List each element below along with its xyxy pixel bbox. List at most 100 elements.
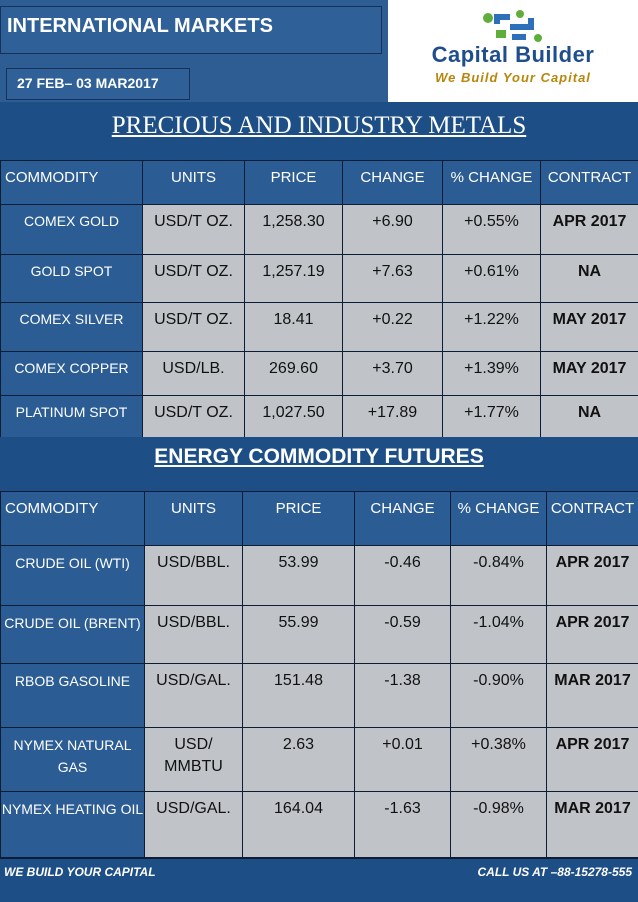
table-row: NYMEX HEATING OIL USD/GAL. 164.04 -1.63 … [0,791,638,858]
change-cell: -0.46 [354,545,451,606]
change-cell: -1.63 [354,791,451,858]
header: INTERNATIONAL MARKETS 27 FEB– 03 MAR2017… [0,0,638,102]
footer-contact: CALL US AT –88-15278-555 [477,865,632,879]
commodity-cell: PLATINUM SPOT [0,395,143,438]
metals-table: COMMODITY UNITS PRICE CHANGE % CHANGE CO… [0,160,638,438]
column-header: % CHANGE [442,160,541,205]
commodity-cell: COMEX COPPER [0,351,143,396]
energy-header-row: COMMODITY UNITS PRICE CHANGE % CHANGE CO… [0,491,638,546]
change-cell: +7.63 [342,254,443,303]
pct-change-cell: +1.77% [442,395,541,438]
energy-section-header: ENERGY COMMODITY FUTURES [0,437,638,491]
contract-cell: APR 2017 [546,605,638,664]
table-row: NYMEX NATURAL GAS USD/ MMBTU 2.63 +0.01 … [0,727,638,792]
price-cell: 1,257.19 [244,254,343,303]
pct-change-cell: +1.39% [442,351,541,396]
pct-change-cell: -1.04% [450,605,547,664]
units-cell: USD/T OZ. [142,395,245,438]
page-title: INTERNATIONAL MARKETS [0,6,382,54]
change-cell: +3.70 [342,351,443,396]
units-cell: USD/BBL. [144,545,243,606]
table-row: COMEX GOLD USD/T OZ. 1,258.30 +6.90 +0.5… [0,204,638,255]
table-row: COMEX SILVER USD/T OZ. 18.41 +0.22 +1.22… [0,302,638,352]
commodity-cell: GOLD SPOT [0,254,143,303]
energy-heading: ENERGY COMMODITY FUTURES [154,445,484,468]
commodity-cell: CRUDE OIL (BRENT) [0,605,145,664]
energy-table: COMMODITY UNITS PRICE CHANGE % CHANGE CO… [0,491,638,858]
contract-cell: APR 2017 [546,727,638,792]
metals-heading: PRECIOUS AND INDUSTRY METALS [111,112,527,139]
logo-tagline: We Build Your Capital [435,70,591,85]
commodity-cell: RBOB GASOLINE [0,663,145,728]
units-cell: USD/GAL. [144,663,243,728]
change-cell: +17.89 [342,395,443,438]
company-logo: Capital Builder We Build Your Capital [388,0,638,102]
units-cell: USD/T OZ. [142,204,245,255]
pct-change-cell: +0.55% [442,204,541,255]
price-cell: 18.41 [244,302,343,352]
table-row: GOLD SPOT USD/T OZ. 1,257.19 +7.63 +0.61… [0,254,638,303]
price-cell: 1,258.30 [244,204,343,255]
price-cell: 2.63 [242,727,355,792]
contract-cell: NA [540,395,638,438]
units-cell: USD/LB. [142,351,245,396]
units-cell: USD/GAL. [144,791,243,858]
change-cell: -0.59 [354,605,451,664]
pct-change-cell: -0.90% [450,663,547,728]
pct-change-cell: +1.22% [442,302,541,352]
contract-cell: APR 2017 [540,204,638,255]
table-row: COMEX COPPER USD/LB. 269.60 +3.70 +1.39%… [0,351,638,396]
metals-section-header: PRECIOUS AND INDUSTRY METALS [0,102,638,160]
column-header: UNITS [142,160,245,205]
price-cell: 55.99 [242,605,355,664]
contract-cell: MAR 2017 [546,663,638,728]
table-row: RBOB GASOLINE USD/GAL. 151.48 -1.38 -0.9… [0,663,638,728]
column-header: % CHANGE [450,491,547,546]
commodity-cell: NYMEX HEATING OIL [0,791,145,858]
units-cell: USD/T OZ. [142,254,245,303]
pct-change-cell: +0.61% [442,254,541,303]
footer: WE BUILD YOUR CAPITAL CALL US AT –88-152… [0,858,638,902]
column-header: COMMODITY [0,160,143,205]
column-header: PRICE [244,160,343,205]
commodity-cell: CRUDE OIL (WTI) [0,545,145,606]
logo-mark-icon [483,10,542,42]
commodity-cell: COMEX GOLD [0,204,143,255]
column-header: COMMODITY [0,491,145,546]
commodity-cell: NYMEX NATURAL GAS [0,727,145,792]
commodity-cell: COMEX SILVER [0,302,143,352]
contract-cell: MAY 2017 [540,351,638,396]
column-header: CHANGE [342,160,443,205]
pct-change-cell: +0.38% [450,727,547,792]
change-cell: +0.22 [342,302,443,352]
change-cell: +6.90 [342,204,443,255]
pct-change-cell: -0.98% [450,791,547,858]
table-row: CRUDE OIL (WTI) USD/BBL. 53.99 -0.46 -0.… [0,545,638,606]
price-cell: 151.48 [242,663,355,728]
date-range: 27 FEB– 03 MAR2017 [6,68,190,100]
column-header: UNITS [144,491,243,546]
price-cell: 269.60 [244,351,343,396]
column-header: CONTRACT [540,160,638,205]
column-header: PRICE [242,491,355,546]
contract-cell: APR 2017 [546,545,638,606]
table-row: CRUDE OIL (BRENT) USD/BBL. 55.99 -0.59 -… [0,605,638,664]
footer-slogan: WE BUILD YOUR CAPITAL [4,865,156,879]
price-cell: 1,027.50 [244,395,343,438]
table-row: PLATINUM SPOT USD/T OZ. 1,027.50 +17.89 … [0,395,638,438]
units-cell: USD/BBL. [144,605,243,664]
price-cell: 53.99 [242,545,355,606]
units-cell: USD/T OZ. [142,302,245,352]
logo-name: Capital Builder [431,42,595,67]
contract-cell: NA [540,254,638,303]
price-cell: 164.04 [242,791,355,858]
contract-cell: MAY 2017 [540,302,638,352]
column-header: CHANGE [354,491,451,546]
pct-change-cell: -0.84% [450,545,547,606]
metals-header-row: COMMODITY UNITS PRICE CHANGE % CHANGE CO… [0,160,638,205]
change-cell: -1.38 [354,663,451,728]
units-cell: USD/ MMBTU [144,727,243,792]
change-cell: +0.01 [354,727,451,792]
column-header: CONTRACT [546,491,638,546]
